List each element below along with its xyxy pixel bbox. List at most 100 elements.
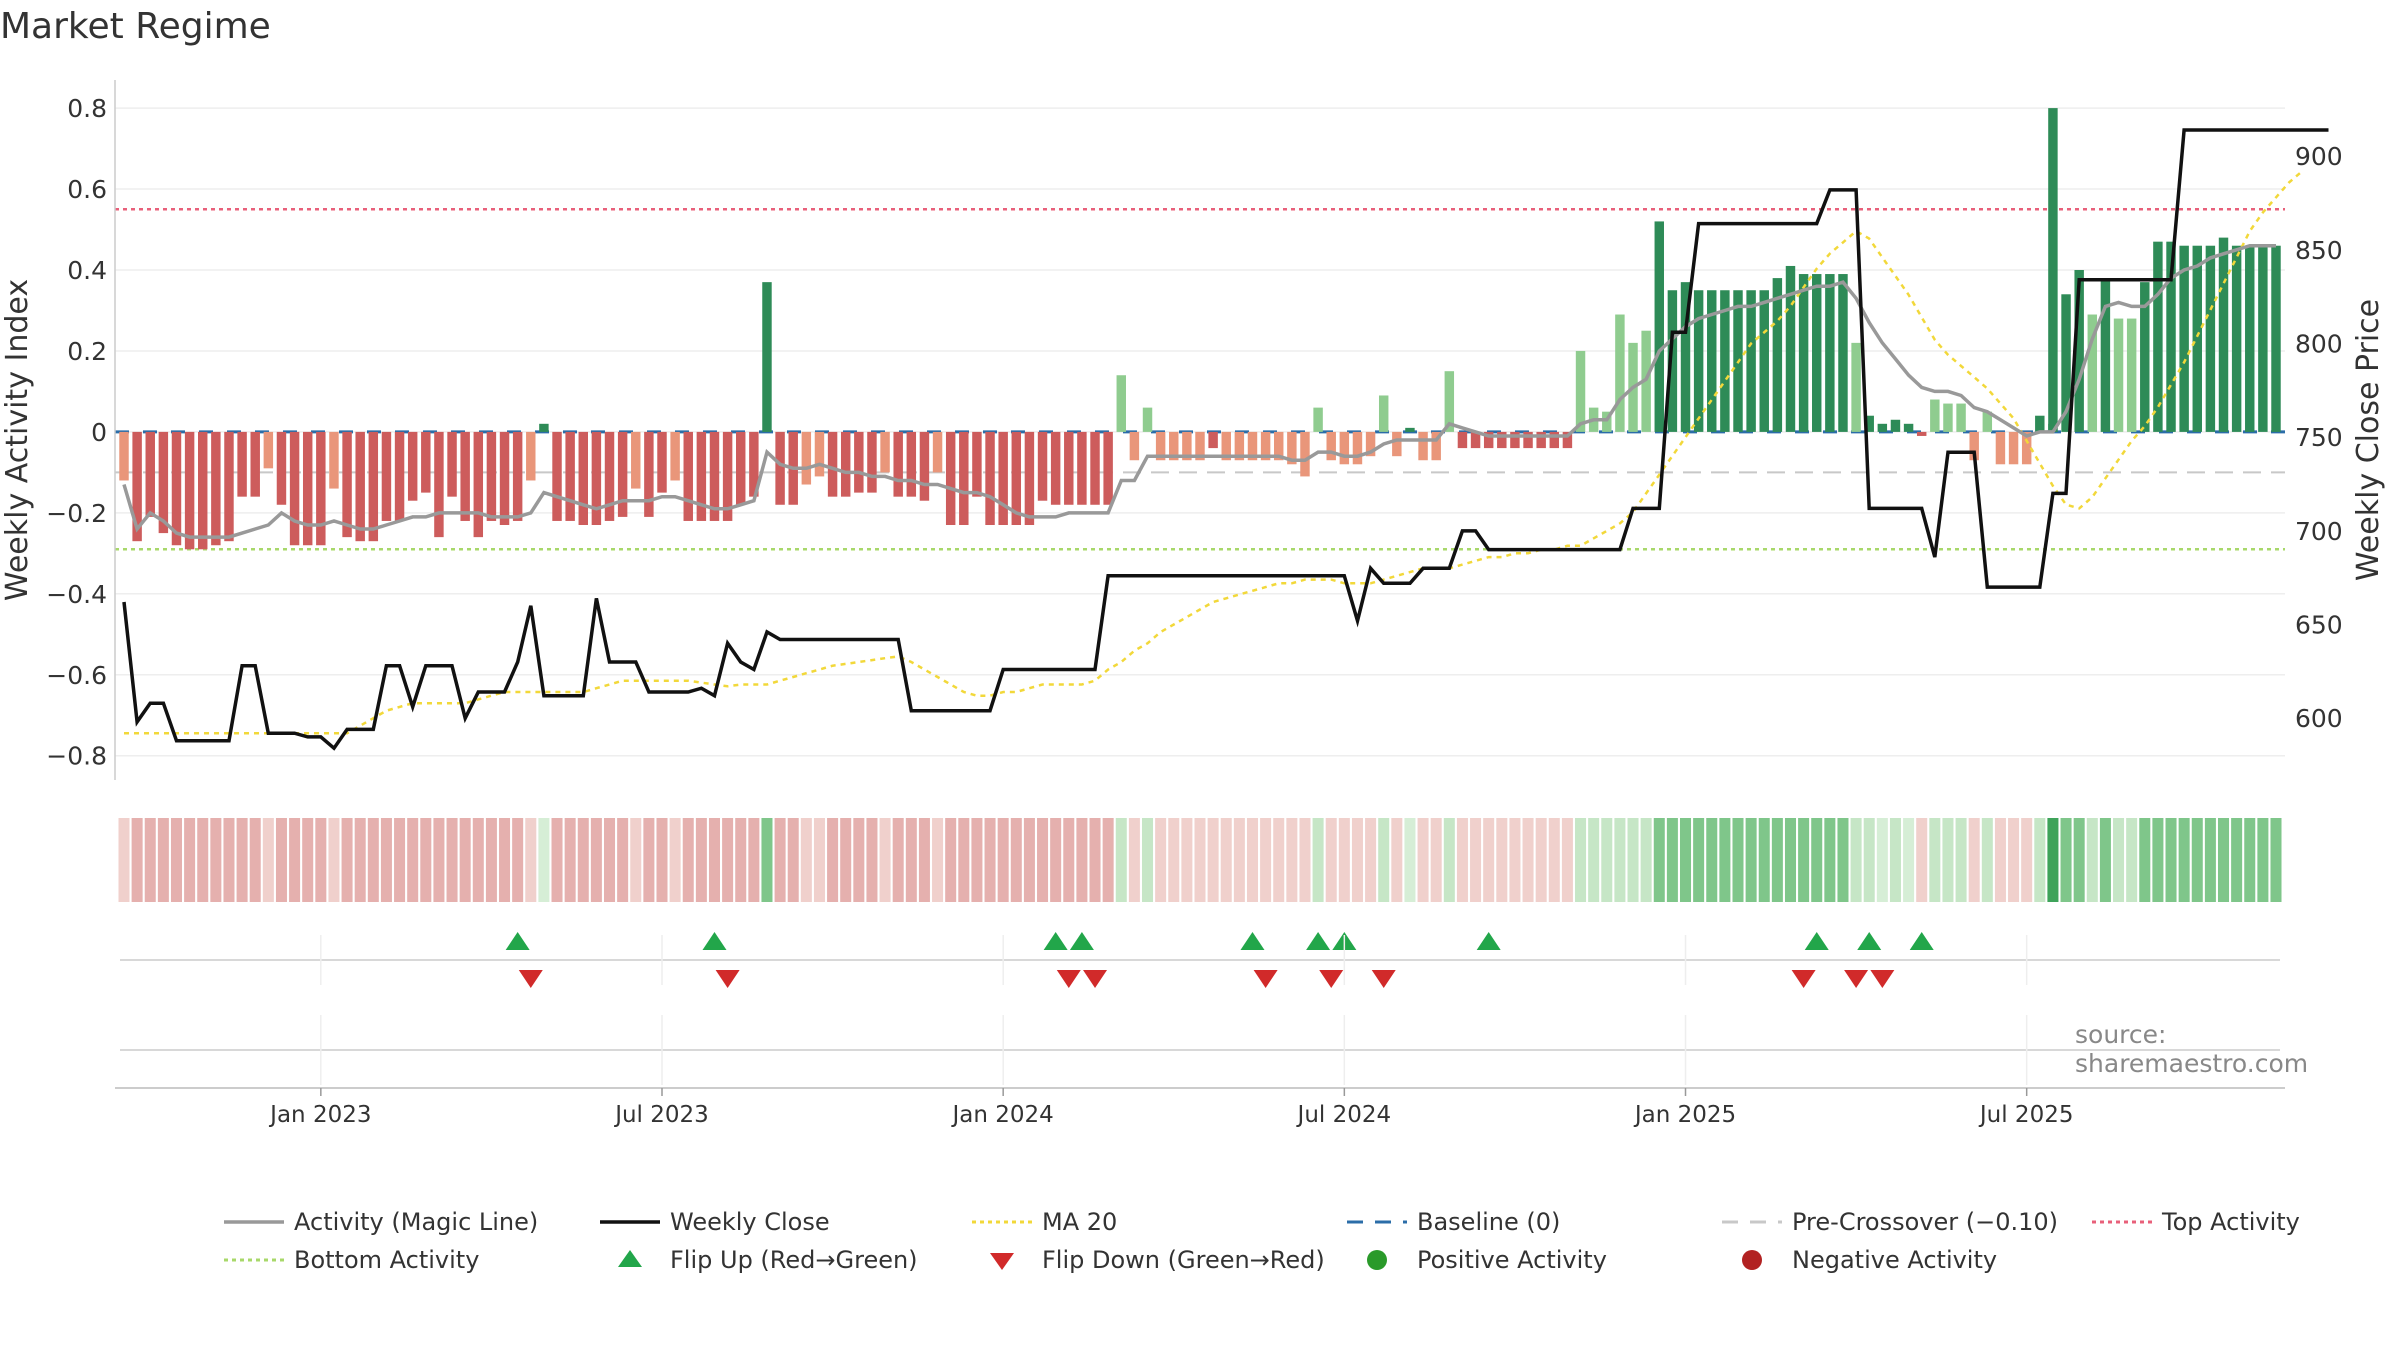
activity-bar [1890,419,1901,432]
activity-bar [591,431,602,525]
activity-bar [709,431,720,521]
source-credit: source: sharemaestro.com [2075,1020,2309,1078]
regime-strip-cell [1443,818,1455,902]
regime-strip-cell [800,818,812,902]
y2-tick-label: 800 [2295,330,2343,359]
activity-bar [2008,431,2019,465]
regime-strip-cell [840,818,852,902]
axes: 0.8 0.6 0.4 0.2 0 −0.2 −0.4 −0.6 −0.8 900 850 800 75… [0,80,2386,780]
activity-bar [1274,431,1284,461]
regime-strip-cell [1693,818,1705,902]
activity-bar [919,431,930,501]
regime-strip-cell [1771,818,1783,902]
reference-lines [115,208,2285,551]
activity-bar [263,431,274,469]
regime-strip-cell [1312,818,1324,902]
regime-strip-cell [249,818,261,902]
regime-strip-cell [1876,818,1888,902]
activity-bar [526,431,536,481]
activity-bar [1221,431,1231,461]
regime-strip-cell [485,818,497,902]
activity-bar [906,431,917,497]
activity-bar [932,431,943,473]
regime-strip-cell [695,818,707,902]
activity-bar [1969,431,1979,461]
regime-strip-cell [827,818,839,902]
regime-strip-cell [2218,818,2230,902]
regime-strip-cell [367,818,379,902]
regime-strip-cell [643,818,655,902]
regime-strip-cell [394,818,406,902]
regime-strip-cell [1614,818,1626,902]
activity-bar [1982,411,1993,432]
regime-strip-cell [1246,818,1258,902]
regime-strip-cell [1903,818,1915,902]
regime-strip-cell [1233,818,1245,902]
regime-strip-cell [656,818,668,902]
activity-bar [2192,245,2202,432]
activity-bar-spike [2048,108,2058,432]
weekly-close-line [122,128,2329,751]
regime-strip-cell [879,818,891,902]
x-tick-label: Jul 2025 [1978,1102,2074,1128]
regime-strip-cell [184,818,196,902]
activity-bar [1457,431,1468,449]
flip-down-marker [1791,970,1816,988]
regime-strip-cell [2139,818,2151,902]
y-tick-label: 0.8 [67,94,107,123]
grid-layer [115,107,2285,757]
activity-bar [473,431,484,538]
activity-bar [2087,314,2098,432]
activity-bar [1536,431,1546,449]
activity-bar [1050,431,1061,505]
regime-strip-cell [144,818,156,902]
regime-strip-cell [2021,818,2033,902]
activity-bar [2231,245,2242,432]
regime-strip-cell [341,818,353,902]
activity-bar [184,431,195,550]
flip-up-marker [1476,932,1501,950]
flip-down-marker [1253,970,1278,988]
activity-bar [421,431,431,493]
regime-strip-cell [1942,818,1954,902]
activity-bar [840,431,851,497]
regime-strip-cell [1680,818,1692,902]
regime-strip-cell [630,818,642,902]
regime-strip-cell [1588,818,1600,902]
activity-bar [867,431,877,493]
activity-bar [1116,375,1126,432]
regime-strip-cell [407,818,419,902]
activity-bar [1064,431,1074,505]
regime-strip-cell [1889,818,1901,902]
activity-bar [394,431,405,521]
x-tick-label: Jan 2025 [1633,1102,1736,1128]
flip-up-marker [1043,932,1068,950]
activity-bar [276,431,287,505]
activity-bar [2035,415,2045,432]
regime-strip-cell [853,818,865,902]
activity-bar [158,431,169,534]
x-tick-label: Jul 2023 [613,1102,709,1128]
regime-strip-cell [748,818,760,902]
activity-bar [1549,431,1560,449]
regime-strip-cell [2231,818,2243,902]
regime-strip-cell [945,818,957,902]
regime-strip-cell [1378,818,1390,902]
activity-bar [617,431,628,517]
regime-strip-cell [420,818,432,902]
activity-bar [237,431,247,497]
activity-bar [2113,318,2124,432]
regime-strip-cell [787,818,799,902]
activity-bar [316,431,326,546]
regime-strip-cell [892,818,904,902]
regime-strip-cell [1076,818,1088,902]
regime-strip-cell [1758,818,1770,902]
activity-bar [1772,278,1783,432]
regime-strip-cell [2008,818,2020,902]
magic-line [122,243,2276,539]
activity-bar [1615,314,1625,432]
regime-strip-cell [984,818,996,902]
regime-strip-cell [328,818,340,902]
regime-strip-cell [1299,818,1311,902]
activity-bar [1510,431,1520,449]
